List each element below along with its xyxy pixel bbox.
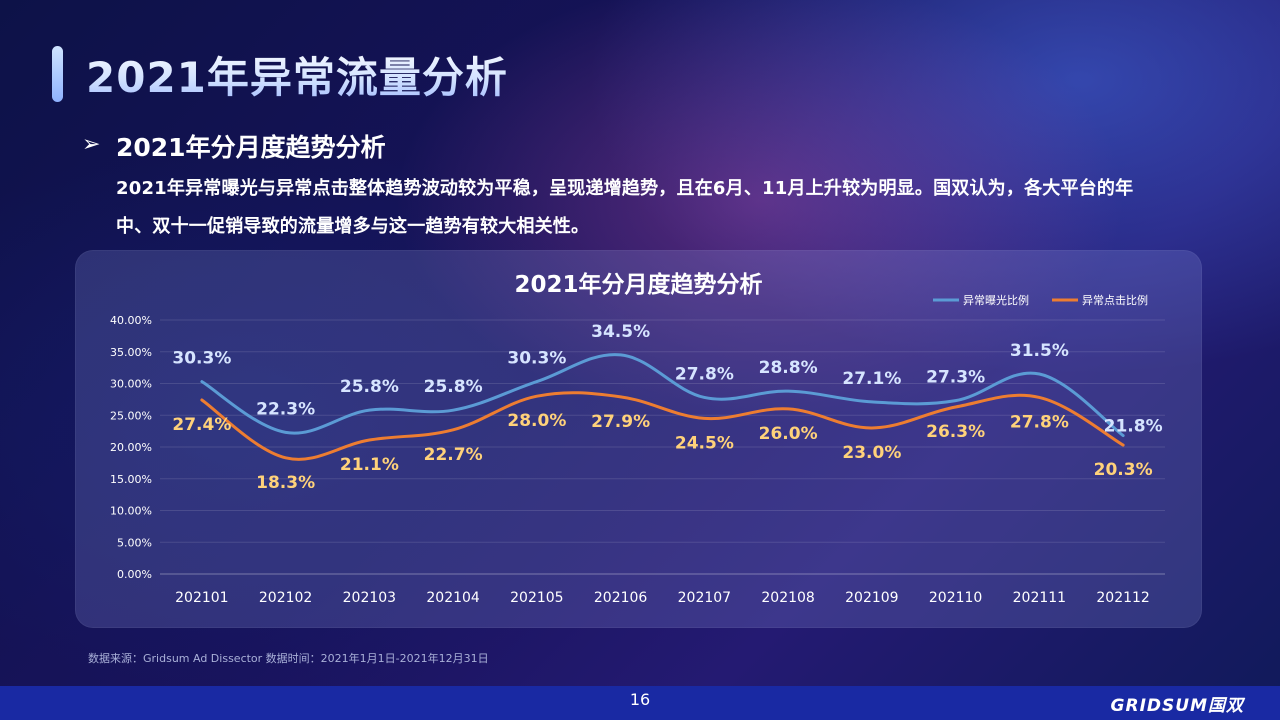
x-tick-label: 202102 (259, 590, 312, 606)
data-label-click: 27.4% (172, 415, 231, 435)
x-tick-label: 202104 (426, 590, 480, 606)
data-label-exposure: 31.5% (1010, 341, 1069, 361)
legend-label: 异常曝光比例 (963, 293, 1029, 307)
x-tick-label: 202112 (1096, 590, 1149, 606)
description-text: 2021年异常曝光与异常点击整体趋势波动较为平稳，呈现递增趋势，且在6月、11月… (116, 178, 1134, 237)
data-label-exposure: 27.8% (675, 364, 734, 384)
data-label-click: 28.0% (507, 411, 566, 431)
y-tick-label: 10.00% (110, 505, 152, 518)
y-tick-label: 0.00% (117, 568, 152, 581)
x-tick-label: 202111 (1013, 590, 1066, 606)
data-label-exposure: 21.8% (1104, 417, 1163, 437)
bullet-arrow-icon: ➢ (82, 132, 101, 157)
brand-logo: GRIDSUM国双 (1110, 696, 1244, 716)
data-label-exposure: 28.8% (759, 358, 818, 378)
data-label-exposure: 30.3% (172, 349, 231, 369)
x-tick-label: 202110 (929, 590, 982, 606)
y-tick-label: 40.00% (110, 314, 152, 327)
data-label-exposure: 34.5% (591, 322, 650, 342)
data-label-exposure: 22.3% (256, 399, 315, 419)
legend-label: 异常点击比例 (1082, 293, 1148, 307)
data-label-click: 26.3% (926, 422, 985, 442)
x-tick-label: 202101 (175, 590, 228, 606)
y-tick-label: 15.00% (110, 473, 152, 486)
data-label-click: 26.0% (759, 424, 818, 444)
series-line-click (200, 391, 1125, 461)
y-tick-label: 30.00% (110, 378, 152, 391)
x-tick-label: 202105 (510, 590, 563, 606)
data-label-click: 22.7% (424, 445, 483, 465)
data-label-exposure: 25.8% (424, 377, 483, 397)
y-tick-label: 25.00% (110, 409, 152, 422)
x-tick-label: 202109 (845, 590, 898, 606)
data-source-note: 数据来源：Gridsum Ad Dissector 数据时间：2021年1月1日… (88, 652, 489, 665)
data-label-click: 21.1% (340, 455, 399, 475)
page-number: 16 (629, 690, 651, 709)
page-title: 2021年异常流量分析 (86, 44, 508, 105)
series-line-exposure (200, 353, 1125, 438)
title-accent-bar (52, 46, 63, 102)
x-tick-label: 202107 (678, 590, 731, 606)
section-heading: 2021年分月度趋势分析 (116, 133, 386, 162)
y-tick-label: 35.00% (110, 346, 152, 359)
trend-line-chart: 2021年分月度趋势分析 0.00% 5.00% 10.00% 15.00% 20.00%… (110, 271, 1165, 606)
y-tick-label: 20.00% (110, 441, 152, 454)
data-label-click: 27.9% (591, 412, 650, 432)
x-tick-label: 202106 (594, 590, 648, 606)
data-label-click: 23.0% (842, 443, 901, 463)
chart-title: 2021年分月度趋势分析 (514, 271, 762, 298)
data-label-click: 18.3% (256, 473, 315, 493)
data-label-exposure: 27.3% (926, 368, 985, 388)
data-label-click: 27.8% (1010, 412, 1069, 432)
data-label-exposure: 30.3% (507, 349, 566, 369)
data-label-click: 20.3% (1094, 460, 1153, 480)
data-label-exposure: 27.1% (842, 369, 901, 389)
data-label-exposure: 25.8% (340, 377, 399, 397)
x-tick-label: 202108 (761, 590, 814, 606)
footer-bar (0, 686, 1280, 720)
chart-panel (75, 250, 1202, 628)
x-tick-label: 202103 (343, 590, 396, 606)
data-label-click: 24.5% (675, 433, 734, 453)
y-tick-label: 5.00% (117, 536, 152, 549)
